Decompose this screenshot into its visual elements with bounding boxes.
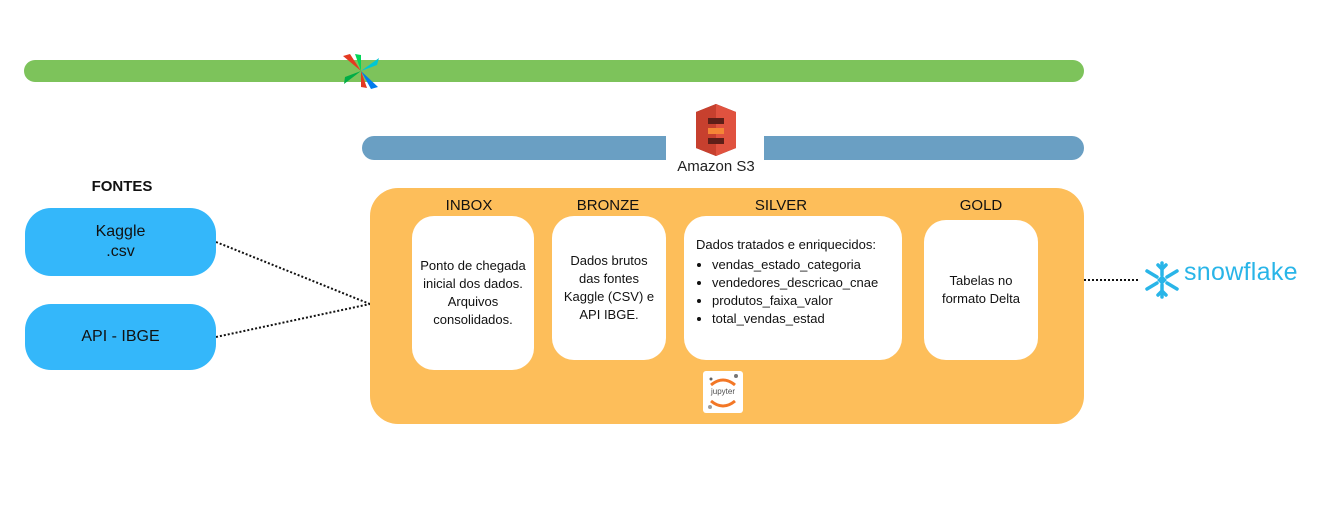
silver-description: Dados tratados e enriquecidos: [696, 237, 876, 252]
source-ibge-name: API - IBGE [81, 328, 160, 345]
source-kaggle-name: Kaggle [95, 223, 146, 240]
snowflake-label: snowflake [1184, 258, 1298, 286]
silver-table-item: vendedores_descricao_cnae [712, 274, 878, 292]
connector-kaggle [215, 241, 371, 305]
amazon-s3-bucket-icon [696, 104, 736, 156]
silver-table-item: vendas_estado_categoria [712, 256, 878, 274]
source-kaggle: Kaggle .csv [25, 208, 216, 276]
bronze-description: Dados brutos das fontes Kaggle (CSV) e A… [563, 253, 655, 322]
inbox-description: Ponto de chegada inicial dos dados. Arqu… [420, 258, 526, 327]
layer-title-gold: GOLD [959, 197, 1003, 214]
card-gold: Tabelas no formato Delta [924, 220, 1038, 360]
layer-title-silver: SILVER [754, 197, 808, 214]
amazon-s3-label: Amazon S3 [677, 158, 755, 175]
airflow-pinwheel-icon [343, 54, 379, 89]
silver-table-item: total_vendas_estad [712, 310, 878, 328]
card-silver: Dados tratados e enriquecidos: vendas_es… [684, 216, 902, 360]
snowflake-icon [1145, 261, 1179, 299]
card-inbox: Ponto de chegada inicial dos dados. Arqu… [412, 216, 534, 370]
silver-table-item: produtos_faixa_valor [712, 292, 878, 310]
jupyter-label: jupyter [710, 387, 735, 396]
jupyter-logo-graphic [708, 374, 738, 409]
sources-title: FONTES [91, 178, 153, 195]
jupyter-icon: jupyter [703, 371, 743, 413]
orchestration-bar [24, 60, 1084, 82]
source-kaggle-format: .csv [106, 243, 135, 260]
source-api-ibge: API - IBGE [25, 304, 216, 370]
layer-title-inbox: INBOX [445, 197, 493, 214]
silver-table-list: vendas_estado_categoria vendedores_descr… [696, 256, 878, 328]
layer-title-bronze: BRONZE [576, 197, 640, 214]
card-bronze: Dados brutos das fontes Kaggle (CSV) e A… [552, 216, 666, 360]
gold-description: Tabelas no formato Delta [941, 273, 1021, 306]
connector-ibge [215, 303, 371, 338]
